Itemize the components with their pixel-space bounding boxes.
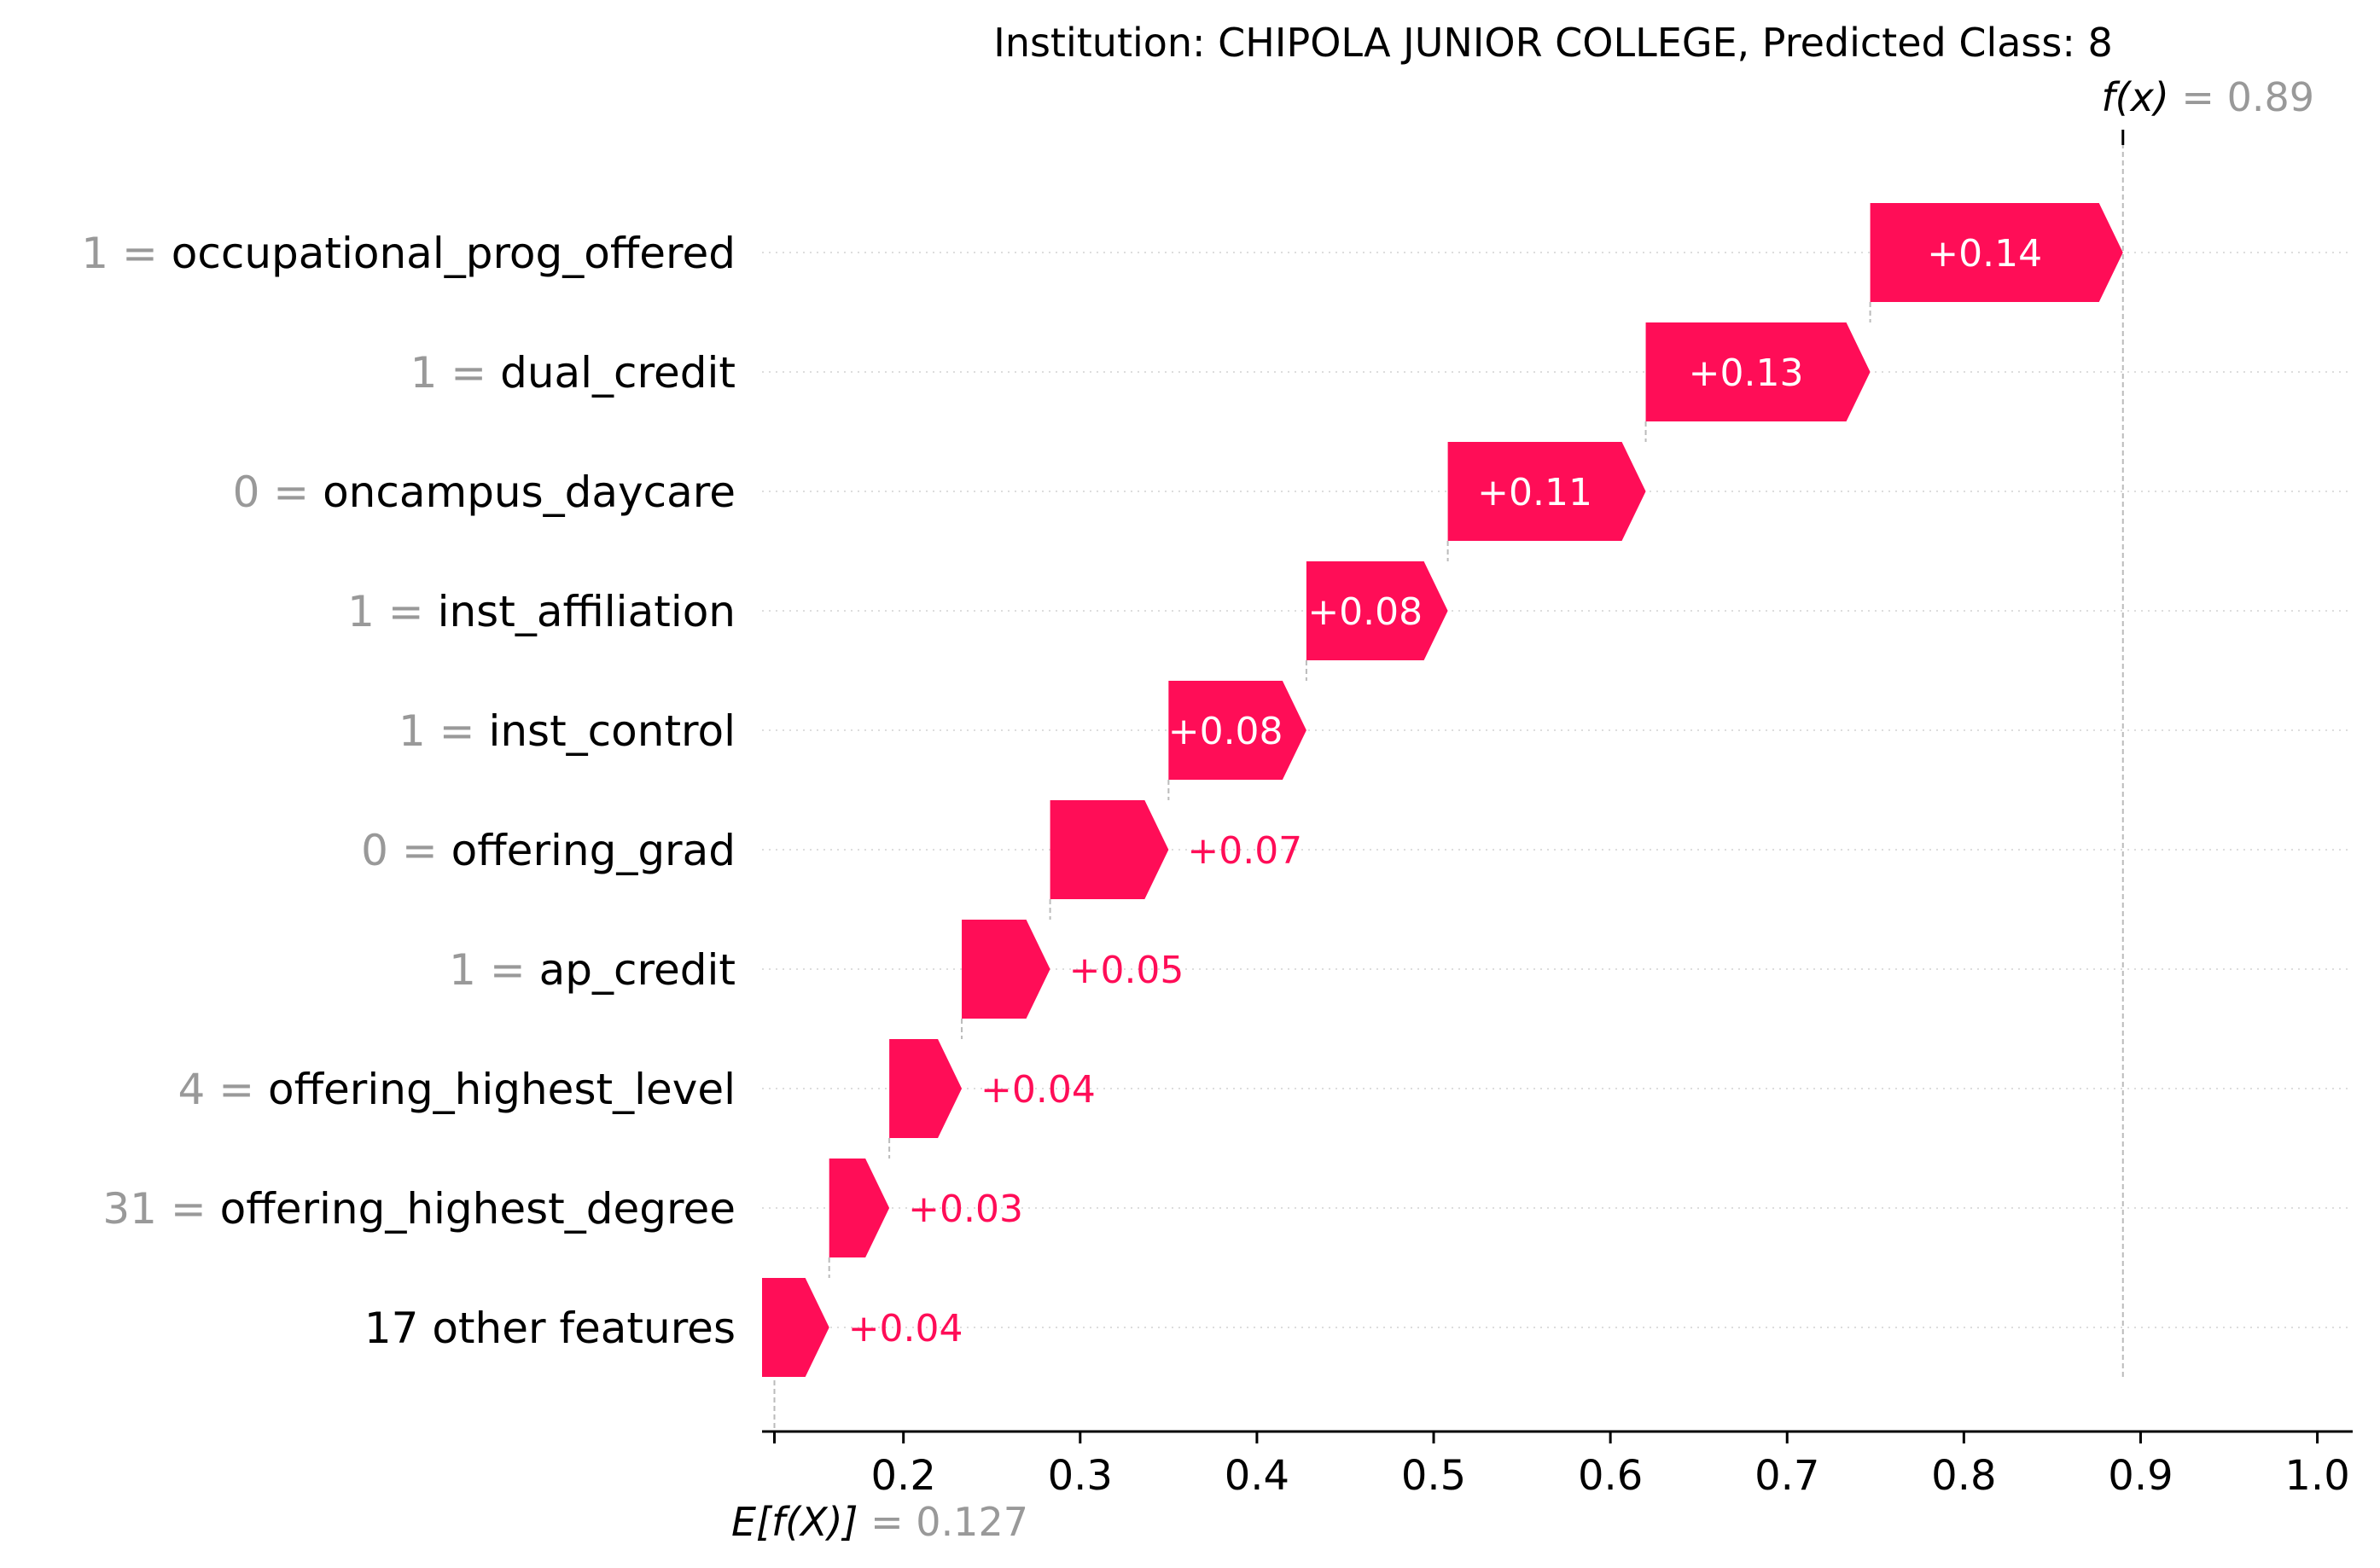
x-tick-label: 0.6	[1578, 1452, 1643, 1500]
feature-label: 4 = offering_highest_level	[178, 1065, 736, 1114]
feature-name: occupational_prog_offered	[172, 229, 736, 278]
feature-value: 1 =	[410, 348, 501, 398]
contribution-label: +0.14	[1927, 232, 2042, 276]
contribution-bar	[1447, 442, 1646, 541]
feature-label: 0 = oncampus_daycare	[233, 467, 736, 517]
feature-name: oncampus_daycare	[323, 467, 736, 517]
feature-label: 1 = ap_credit	[449, 945, 736, 995]
base-symbol: E[f(X)]	[731, 1499, 858, 1545]
contribution-bar	[829, 1159, 890, 1257]
contribution-label: +0.04	[981, 1068, 1096, 1112]
contribution-bar	[1645, 322, 1871, 421]
feature-name: ap_credit	[539, 945, 736, 995]
x-tick-label: 0.5	[1401, 1452, 1466, 1500]
base-value: 0.127	[916, 1499, 1028, 1545]
feature-label: 0 = offering_grad	[361, 826, 736, 875]
feature-name: 17 other features	[364, 1304, 736, 1353]
contribution-bar	[1306, 561, 1448, 660]
bars-layer: +0.14 +0.13 +0.11 +0.08 +0.08 +0.07 +0.05 +0.04…	[762, 203, 2123, 1377]
feature-label: 31 = offering_highest_degree	[102, 1184, 736, 1234]
feature-name: offering_grad	[451, 826, 736, 875]
grid-layer	[762, 252, 2353, 1328]
x-tick-label: 1.0	[2284, 1452, 2349, 1500]
contribution-label: +0.03	[908, 1188, 1023, 1231]
x-tick-label: 0.3	[1048, 1452, 1113, 1500]
x-tick-label: 0.2	[871, 1452, 936, 1500]
reference-lines	[773, 130, 2125, 1432]
x-tick-label: 0.7	[1754, 1452, 1819, 1500]
x-axis: 0.2 0.3 0.4 0.5 0.6 0.7 0.8 0.9 1.0	[762, 1430, 2353, 1500]
feature-name: inst_affiliation	[438, 587, 736, 636]
x-tick-label: 0.8	[1931, 1452, 1996, 1500]
contribution-label: +0.05	[1069, 949, 1184, 992]
contribution-bar	[1870, 203, 2123, 302]
contribution-label: +0.13	[1689, 351, 1804, 395]
feature-value: 1 =	[449, 945, 539, 995]
feature-name: inst_control	[488, 706, 736, 756]
contribution-bar	[962, 920, 1050, 1019]
x-tick-label: 0.4	[1225, 1452, 1289, 1500]
feature-value: 0 =	[361, 826, 451, 875]
contribution-bar	[889, 1039, 963, 1138]
contribution-label: +0.11	[1477, 471, 1592, 514]
feature-name: offering_highest_degree	[220, 1184, 736, 1234]
contribution-label: +0.04	[848, 1307, 963, 1350]
feature-label: 1 = inst_affiliation	[347, 587, 736, 636]
output-value-label: f(x) = 0.89	[2101, 74, 2314, 120]
contribution-label: +0.07	[1187, 829, 1302, 873]
feature-value: 0 =	[233, 467, 323, 517]
feature-value: 1 =	[81, 229, 172, 278]
feature-label: 1 = occupational_prog_offered	[81, 229, 736, 278]
output-symbol: f(x)	[2101, 74, 2168, 120]
output-value: 0.89	[2227, 74, 2314, 120]
feature-value: 1 =	[347, 587, 438, 636]
contribution-label: +0.08	[1168, 710, 1283, 753]
x-tick-label: 0.9	[2108, 1452, 2173, 1500]
feature-value: 1 =	[399, 706, 489, 756]
contribution-bar	[1168, 681, 1306, 780]
contribution-label: +0.08	[1307, 590, 1423, 634]
feature-name: offering_highest_level	[268, 1065, 736, 1114]
feature-label: 1 = inst_control	[399, 706, 736, 756]
feature-label: 1 = dual_credit	[410, 348, 736, 398]
feature-value: 31 =	[102, 1184, 219, 1234]
feature-value: 4 =	[178, 1065, 269, 1114]
feature-name: dual_credit	[500, 348, 736, 398]
chart-title: Institution: CHIPOLA JUNIOR COLLEGE, Pre…	[993, 20, 2113, 66]
feature-label: 17 other features	[364, 1304, 736, 1353]
base-value-label: E[f(X)] = 0.127	[731, 1499, 1028, 1545]
contribution-bar	[762, 1278, 829, 1377]
contribution-bar	[1050, 800, 1169, 899]
